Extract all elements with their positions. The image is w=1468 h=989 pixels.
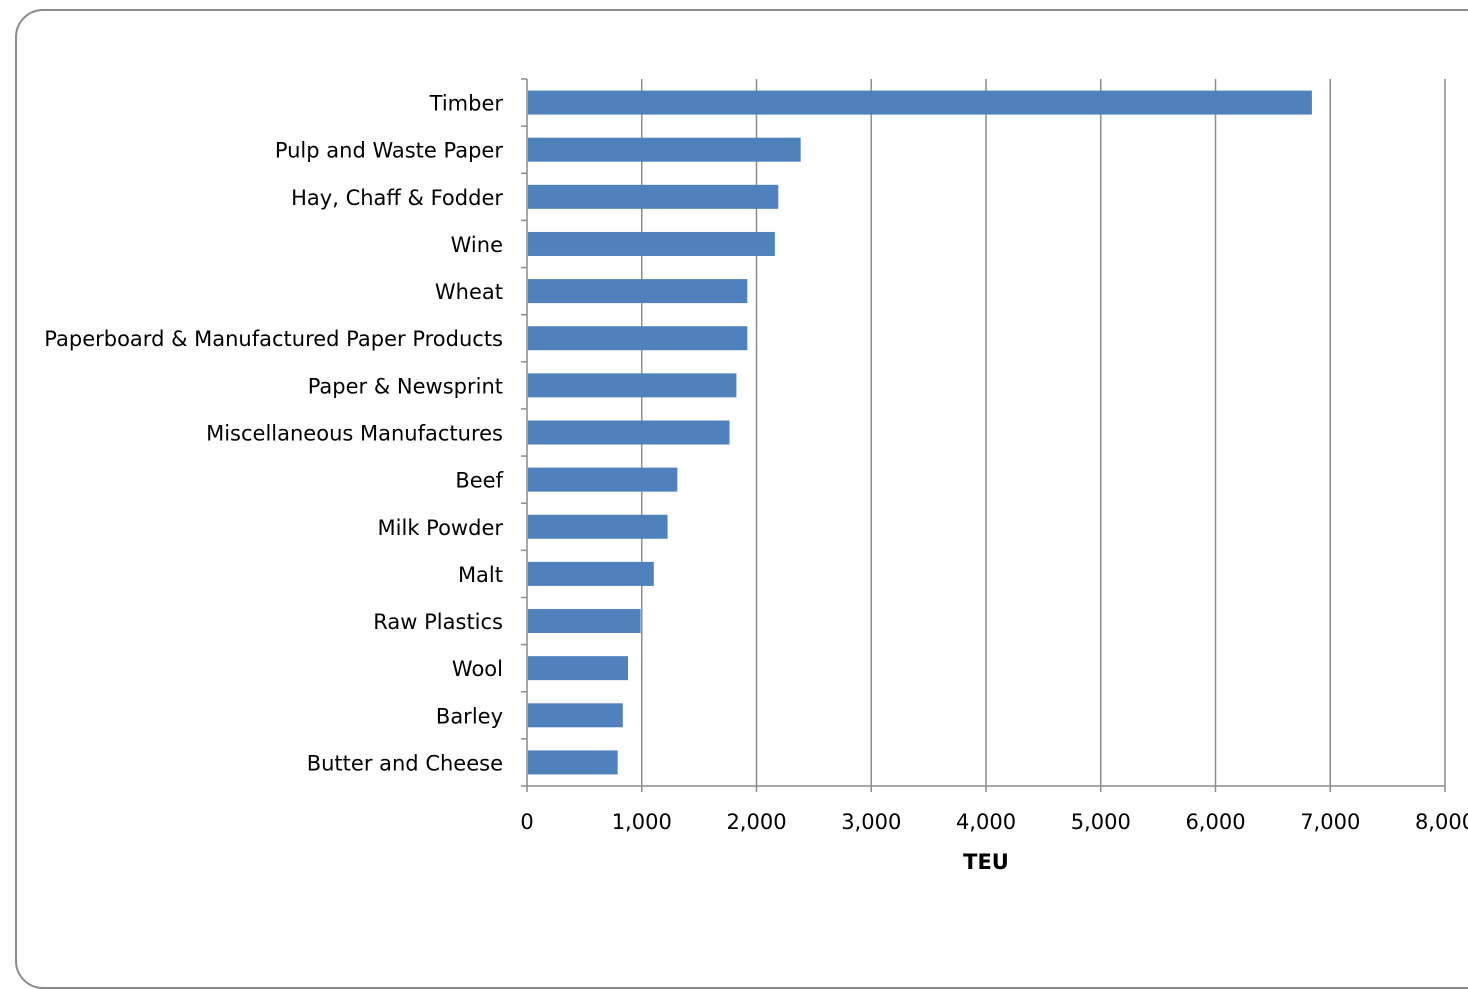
bar [528, 656, 628, 681]
x-tick-label: 2,000 [726, 810, 786, 834]
x-tick-label: 4,000 [956, 810, 1016, 834]
category-label: Beef [455, 469, 503, 493]
bar [528, 514, 668, 539]
category-labels: Timber Pulp and Waste Paper Hay, Chaff & F… [44, 92, 503, 776]
chart: Timber Pulp and Waste Paper Hay, Chaff & F… [44, 78, 1468, 874]
axes [521, 78, 1446, 792]
category-label: Pulp and Waste Paper [275, 139, 504, 163]
bar [528, 703, 623, 728]
x-tick-label: 5,000 [1071, 810, 1131, 834]
category-label: Wool [452, 657, 503, 681]
category-label: Paperboard & Manufactured Paper Products [44, 327, 503, 351]
bar [528, 184, 779, 209]
bar [528, 750, 618, 775]
category-label: Timber [429, 92, 504, 116]
bar [528, 467, 678, 492]
category-label: Paper & Newsprint [308, 374, 503, 398]
bar [528, 561, 654, 586]
chart-frame [15, 9, 1468, 989]
x-axis-title: TEU [963, 850, 1009, 874]
x-tick-label: 3,000 [841, 810, 901, 834]
category-label: Wine [451, 233, 503, 257]
x-tick-label: 1,000 [612, 810, 672, 834]
bar [528, 90, 1312, 115]
bar [528, 420, 730, 445]
category-label: Raw Plastics [373, 610, 503, 634]
category-label: Malt [458, 563, 503, 587]
category-label: Milk Powder [378, 516, 504, 540]
bar [528, 137, 801, 162]
x-tick-label: 7,000 [1300, 810, 1360, 834]
bars [528, 90, 1312, 775]
bar [528, 609, 641, 634]
x-tick-label: 6,000 [1185, 810, 1245, 834]
bar [528, 279, 748, 304]
category-label: Hay, Chaff & Fodder [291, 186, 503, 210]
bar [528, 373, 737, 398]
category-label: Barley [436, 704, 503, 728]
x-tick-label: 8,000 [1415, 810, 1468, 834]
category-label: Butter and Cheese [307, 751, 503, 775]
bar [528, 326, 748, 351]
tick-labels: 0 1,000 2,000 3,000 4,000 5,000 6,000 7,000 8,00… [520, 810, 1468, 834]
category-label: Miscellaneous Manufactures [206, 422, 503, 446]
category-label: Wheat [435, 280, 503, 304]
x-tick-label: 0 [520, 810, 533, 834]
bar [528, 231, 775, 256]
